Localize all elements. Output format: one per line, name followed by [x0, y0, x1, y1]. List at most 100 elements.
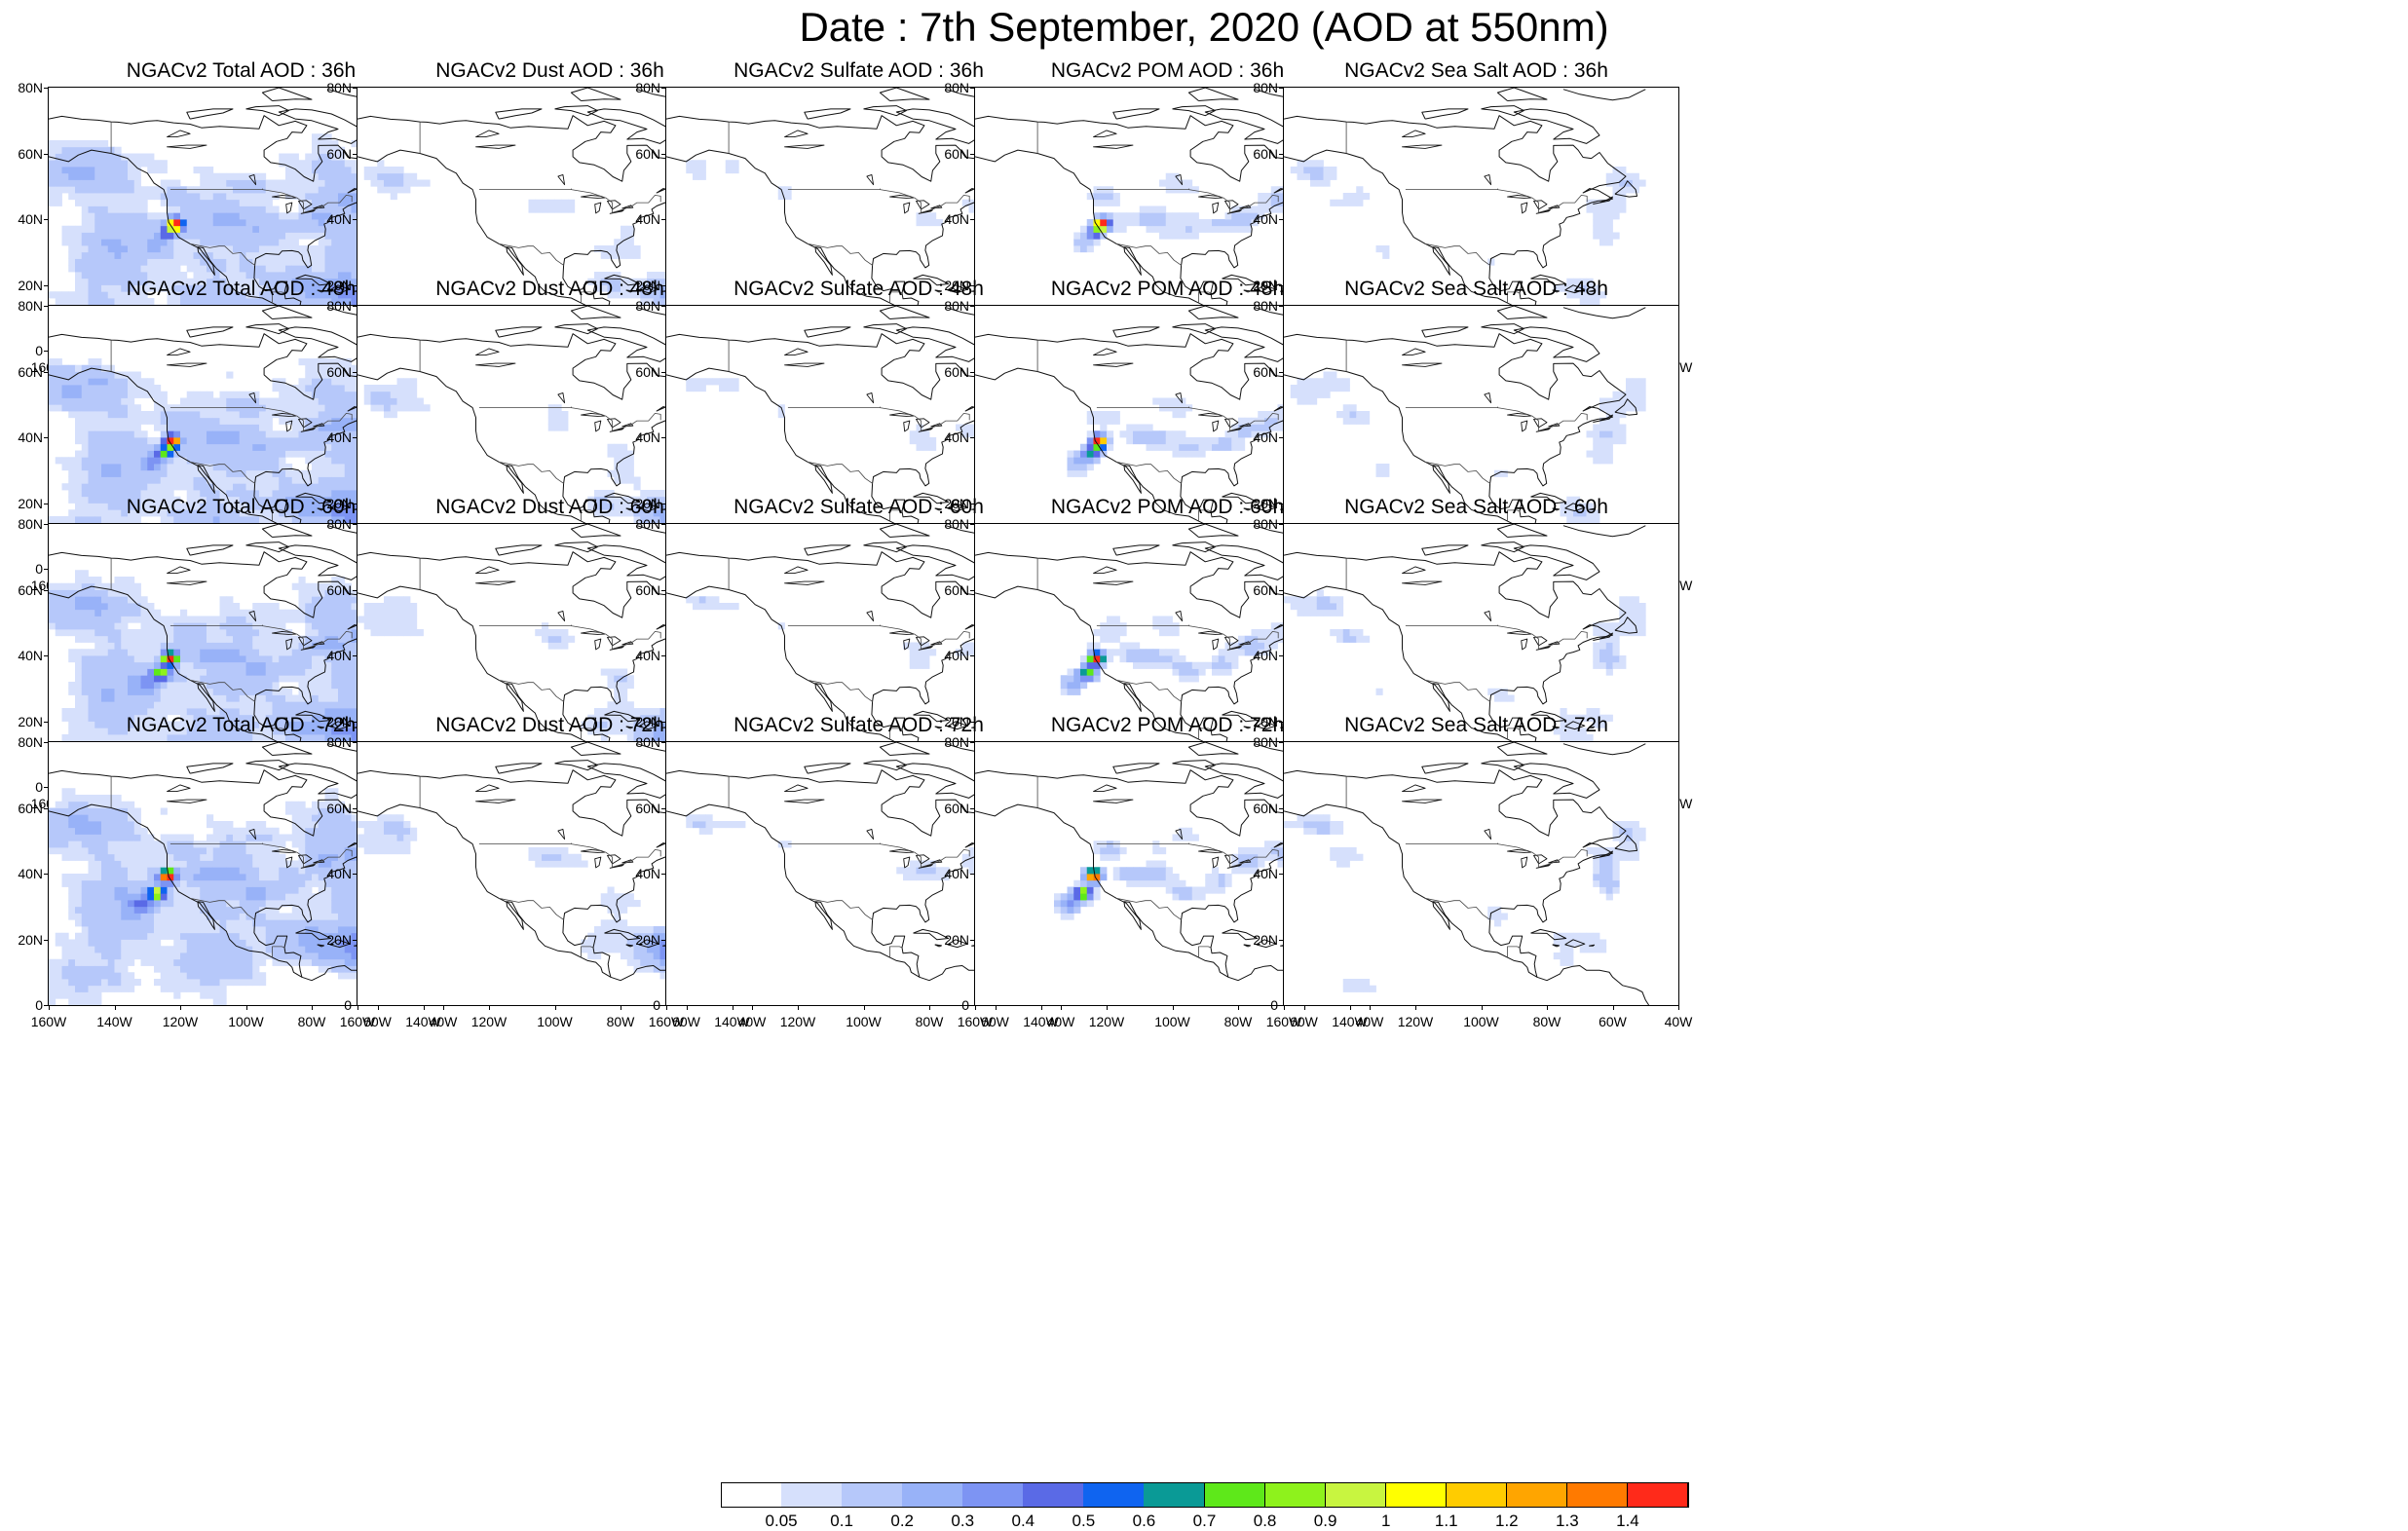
coastlines [357, 742, 724, 1005]
island-outline [245, 760, 289, 771]
y-tick-label: 40N [18, 429, 43, 445]
y-tick-label: 0 [653, 997, 660, 1013]
country-border [262, 407, 353, 431]
lake-outline [1093, 362, 1134, 367]
island-outline [1496, 524, 1548, 538]
y-tick-label: 0 [35, 997, 43, 1013]
panel-title: NGACv2 POM AOD : 60h [1050, 496, 1285, 518]
x-tick-label: 60W [1290, 1014, 1318, 1029]
island-outline [317, 289, 324, 293]
y-tick-label: 40N [326, 648, 352, 663]
x-tick-label: 120W [779, 1014, 816, 1029]
x-tick [1107, 1005, 1108, 1010]
colorbar-swatch [1627, 1482, 1689, 1508]
x-tick-label: 160W [957, 1014, 994, 1029]
country-border [189, 679, 256, 702]
y-tick-label: 80N [326, 298, 352, 314]
x-tick-label: 80W [606, 1014, 635, 1029]
island-outline [329, 503, 351, 512]
island-outline [1614, 398, 1637, 416]
y-tick-label: 0 [1270, 997, 1278, 1013]
island-outline [1112, 544, 1160, 556]
island-outline [934, 289, 942, 293]
colorbar-swatch [721, 1482, 782, 1508]
island-outline [604, 274, 641, 286]
x-tick [732, 1005, 734, 1010]
y-tick [661, 524, 666, 525]
y-tick-label: 20N [18, 931, 43, 948]
lake-outline [298, 636, 313, 647]
y-tick [970, 939, 975, 941]
y-tick-label: 20N [1253, 931, 1278, 948]
island-outline [879, 742, 930, 756]
lake-outline [594, 202, 602, 214]
lake-outline [1212, 856, 1220, 869]
country-border [1198, 946, 1212, 958]
y-tick [661, 655, 666, 656]
lake-outline [1533, 200, 1548, 210]
y-tick-label: 80N [635, 80, 660, 95]
y-tick-label: 20N [326, 495, 352, 511]
lake-outline [285, 202, 293, 214]
country-border [272, 291, 285, 304]
coastline [49, 115, 392, 323]
y-tick-label: 80N [18, 298, 43, 314]
y-tick-label: 40N [326, 211, 352, 227]
island-outline [1421, 544, 1469, 556]
y-tick-label: 60N [944, 363, 969, 380]
panel-title: NGACv2 Sea Salt AOD : 36h [1344, 59, 1608, 82]
lake-outline [300, 646, 316, 651]
country-border [787, 842, 881, 844]
x-tick [180, 1005, 181, 1010]
y-tick-label: 0 [35, 779, 43, 795]
island-outline [947, 721, 968, 730]
y-tick-label: 60N [635, 581, 660, 598]
island-outline [947, 503, 968, 512]
y-tick [44, 1005, 49, 1006]
island-outline [1481, 760, 1524, 771]
colorbar-swatch [1144, 1482, 1205, 1508]
lake-outline [784, 144, 825, 149]
country-border [787, 188, 881, 190]
coastlines [1284, 742, 1650, 1005]
island-outline [625, 726, 633, 729]
country-border [498, 679, 565, 702]
y-tick-label: 40N [18, 866, 43, 881]
island-outline [570, 88, 621, 101]
lake-outline [594, 420, 602, 432]
y-tick [353, 939, 357, 941]
island-outline [1421, 763, 1469, 774]
island-outline [1614, 180, 1637, 198]
y-tick [661, 437, 666, 438]
island-outline [295, 274, 332, 286]
lake-outline [167, 130, 191, 138]
island-outline [1593, 632, 1613, 641]
y-tick [970, 874, 975, 875]
y-tick-label: 40N [1253, 866, 1278, 881]
lake-outline [475, 348, 500, 356]
panel-title: NGACv2 Dust AOD : 72h [435, 714, 664, 736]
y-tick-label: 20N [326, 713, 352, 729]
island-outline [1593, 850, 1613, 859]
x-tick-label: 60W [672, 1014, 700, 1029]
x-tick-label: 80W [1223, 1014, 1253, 1029]
island-outline [1562, 307, 1646, 319]
country-border [1507, 946, 1521, 958]
country-border [889, 946, 903, 958]
y-tick-label: 0 [344, 997, 352, 1013]
x-tick-label: 120W [1088, 1014, 1125, 1029]
x-tick [245, 1005, 247, 1010]
lake-outline [1521, 638, 1528, 651]
lake-outline [784, 362, 825, 367]
colorbar-label: 0.2 [890, 1512, 914, 1530]
y-tick-label: 0 [961, 997, 969, 1013]
y-tick [353, 437, 357, 438]
y-tick [44, 219, 49, 220]
colorbar-label: 0.8 [1253, 1512, 1277, 1530]
island-outline [1481, 105, 1524, 117]
colorbar-label: 1.4 [1616, 1512, 1639, 1530]
y-tick [44, 807, 49, 809]
x-tick-label: 100W [1154, 1014, 1190, 1029]
x-tick-label: 100W [846, 1014, 882, 1029]
